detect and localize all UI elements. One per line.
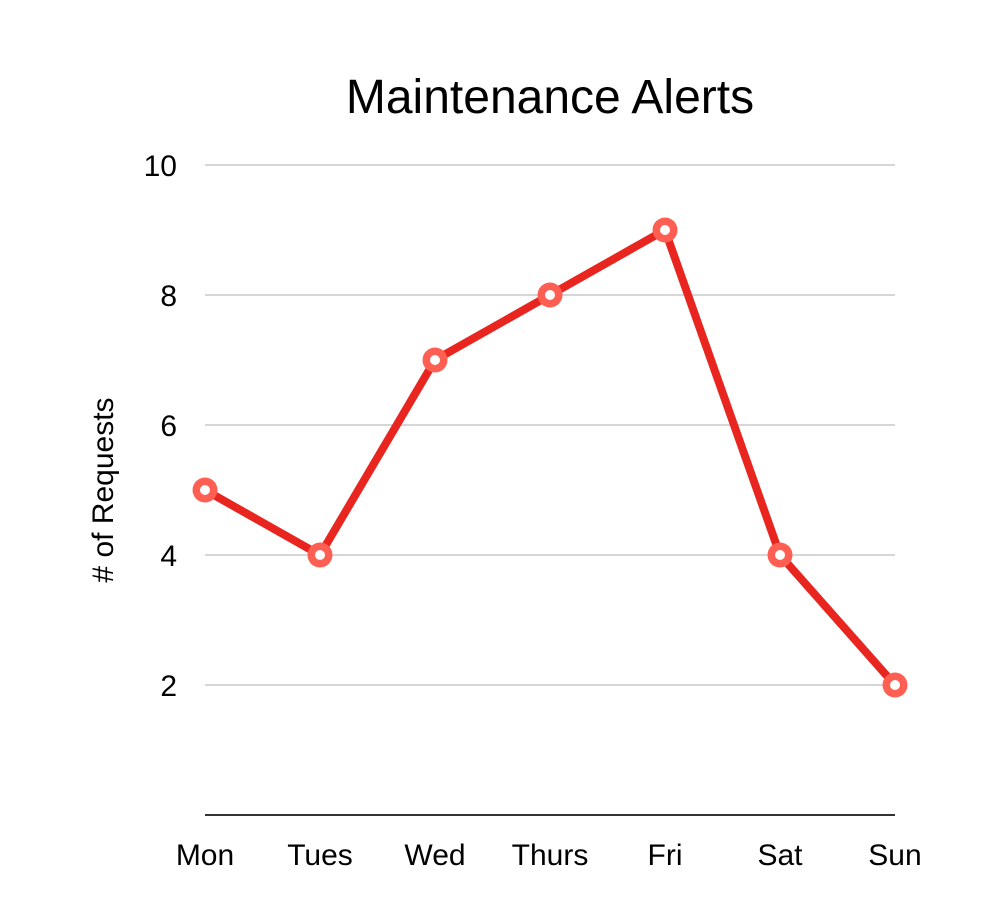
x-tick-label: Mon <box>176 839 234 872</box>
x-tick-label: Tues <box>287 839 353 872</box>
y-tick-label: 6 <box>160 410 177 443</box>
x-tick-label: Sat <box>757 839 803 872</box>
x-tick-label: Fri <box>648 839 683 872</box>
data-point-center <box>775 550 785 560</box>
x-tick-label: Wed <box>404 839 465 872</box>
y-tick-label: 10 <box>144 150 177 183</box>
x-tick-label: Thurs <box>512 839 589 872</box>
data-point-center <box>315 550 325 560</box>
data-point-center <box>545 290 555 300</box>
data-point-center <box>660 225 670 235</box>
x-tick-label: Sun <box>868 839 921 872</box>
data-point-center <box>430 355 440 365</box>
y-axis-label: # of Requests <box>87 397 120 582</box>
data-point-center <box>200 485 210 495</box>
gridlines <box>205 164 895 686</box>
y-tick-label: 8 <box>160 280 177 313</box>
data-point-center <box>890 680 900 690</box>
chart-title: Maintenance Alerts <box>346 71 754 124</box>
markers-group <box>192 217 908 698</box>
y-tick-label: 4 <box>160 540 177 573</box>
y-axis-ticks: 2 4 6 8 10 <box>144 150 177 703</box>
x-axis-ticks: Mon Tues Wed Thurs Fri Sat Sun <box>176 839 922 872</box>
y-tick-label: 2 <box>160 670 177 703</box>
